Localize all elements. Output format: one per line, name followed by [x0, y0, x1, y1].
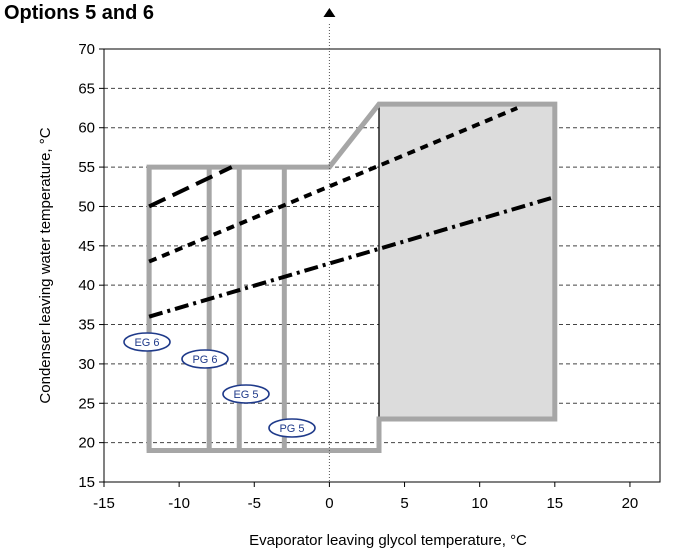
x-tick-label: 20 — [622, 495, 639, 512]
y-tick-label: 70 — [78, 41, 95, 58]
y-tick-label: 50 — [78, 198, 95, 215]
zone-label-ellipse — [222, 384, 270, 404]
y-tick-label: 55 — [78, 159, 95, 176]
x-tick-label: 5 — [400, 495, 408, 512]
y-tick-label: 45 — [78, 238, 95, 255]
region-layer — [146, 101, 558, 454]
y-axis-label: Condenser leaving water temperature, °C — [37, 127, 54, 403]
zone-label-text: PG 6 — [192, 354, 217, 366]
x-tick-label: 10 — [471, 495, 488, 512]
up-arrow-icon — [323, 8, 336, 17]
zone-label-badge: PG 6 — [181, 349, 229, 369]
series-line — [148, 106, 519, 264]
zone-label-ellipse — [181, 349, 229, 369]
axis-layer: 15 20 25 30 35 40 45 50 55 60 65 70 -15 -10 -5 0 5 10 15 20 — [78, 8, 661, 512]
y-tick-label: 25 — [78, 395, 95, 412]
chart-title: Options 5 and 6 — [4, 2, 155, 24]
x-tick-label: -15 — [93, 495, 115, 512]
x-tick-label: -5 — [248, 495, 261, 512]
plot-frame — [103, 48, 661, 483]
series-line — [148, 165, 233, 209]
y-tick-label: 40 — [78, 277, 95, 294]
y-tick-label: 20 — [78, 435, 95, 452]
label-layer: EG 6 PG 6 EG 5 PG 5 — [123, 332, 316, 438]
y-tick-label: 35 — [78, 317, 95, 334]
zone-label-ellipse — [268, 418, 316, 438]
x-tick-label: 0 — [325, 495, 333, 512]
zone-label-badge: EG 5 — [222, 384, 270, 404]
x-axis-label: Evaporator leaving glycol temperature, °… — [249, 532, 527, 549]
zone-label-text: EG 6 — [134, 337, 159, 349]
y-tick-label: 65 — [78, 80, 95, 97]
zone-label-text: EG 5 — [233, 389, 258, 401]
y-tick-label: 30 — [78, 356, 95, 373]
shaded-region — [378, 104, 555, 420]
zone-label-badge: PG 5 — [268, 418, 316, 438]
zone-label-badge: EG 6 — [123, 332, 171, 352]
series-line — [148, 195, 556, 319]
x-tick-label: 15 — [546, 495, 563, 512]
zone-label-ellipse — [123, 332, 171, 352]
y-tick-label: 15 — [78, 474, 95, 491]
x-tick-label: -10 — [168, 495, 190, 512]
series-layer — [148, 106, 556, 319]
zone-label-text: PG 5 — [279, 423, 304, 435]
y-tick-label: 60 — [78, 120, 95, 137]
